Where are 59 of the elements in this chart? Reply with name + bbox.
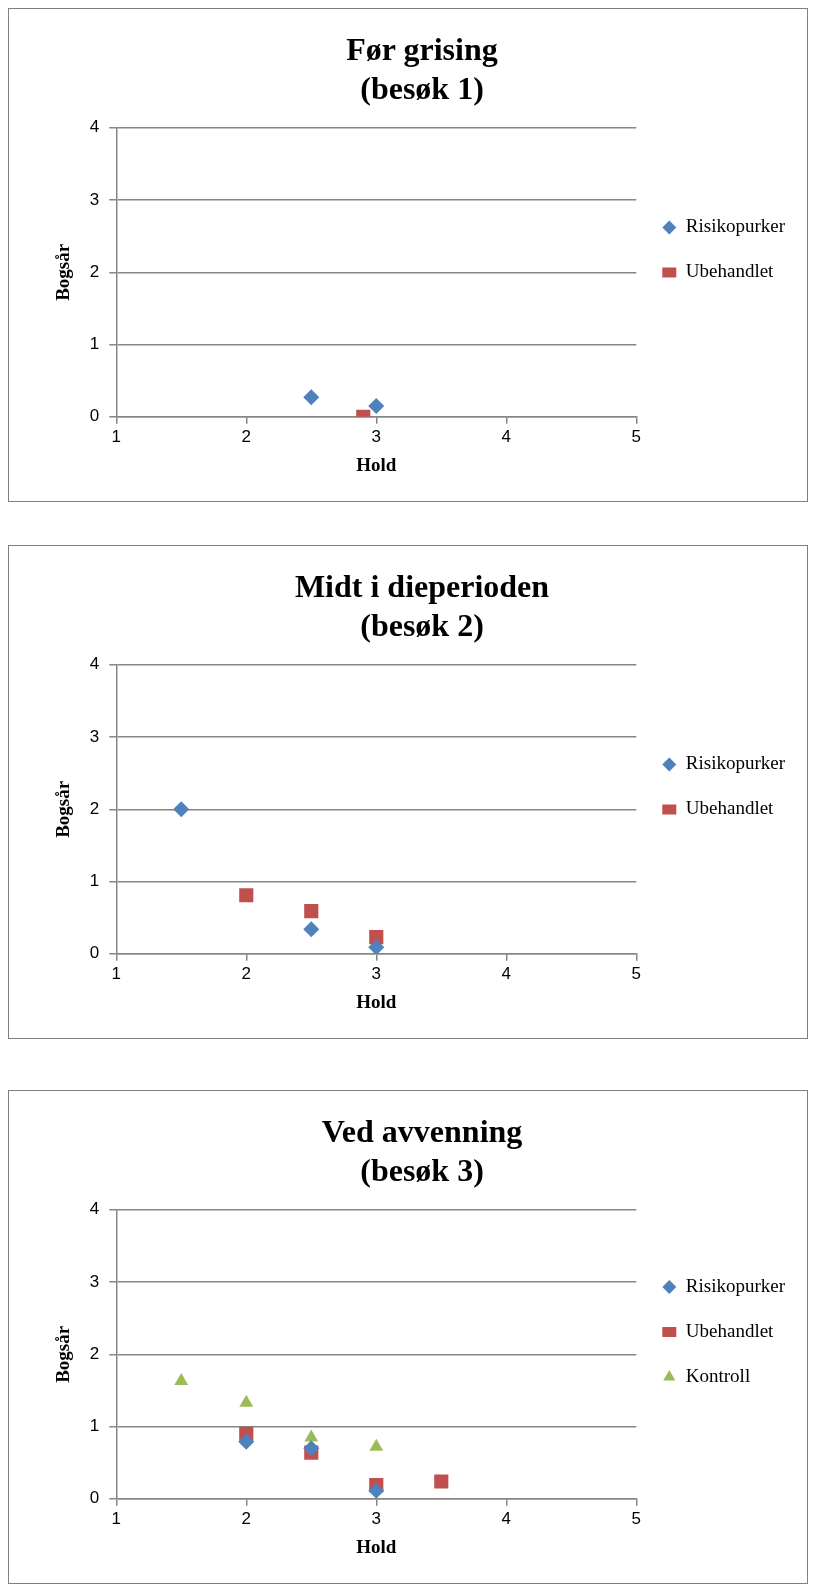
y-tick-label: 4 bbox=[89, 654, 100, 674]
point bbox=[239, 1394, 254, 1407]
y-tick-label: 3 bbox=[89, 189, 100, 209]
x-tick-label: 1 bbox=[111, 426, 121, 446]
y-tick-label: 4 bbox=[89, 1199, 100, 1219]
x-tick-label: 3 bbox=[371, 1508, 382, 1528]
x-axis-title: Hold bbox=[356, 1535, 397, 1557]
y-tick-label: 3 bbox=[89, 1271, 100, 1291]
legend-label: Ubehandlet bbox=[685, 1319, 775, 1341]
chart-title: Ved avvenning (besøk 3) bbox=[321, 1113, 523, 1188]
x-tick-label: 2 bbox=[241, 963, 251, 983]
chart-title: Før grising (besøk 1) bbox=[346, 31, 498, 106]
point bbox=[368, 939, 385, 954]
x-tick-label: 4 bbox=[501, 963, 512, 983]
point bbox=[174, 1373, 189, 1386]
x-tick-label: 2 bbox=[241, 1508, 251, 1528]
legend-label: Risikopurker bbox=[685, 215, 786, 237]
x-tick-label: 5 bbox=[631, 426, 642, 446]
y-tick-label: 4 bbox=[89, 117, 100, 137]
y-axis-title: Bogsår bbox=[52, 1325, 74, 1383]
point bbox=[173, 801, 190, 818]
point bbox=[369, 1438, 384, 1451]
point bbox=[239, 888, 254, 903]
y-tick-label: 2 bbox=[89, 798, 100, 818]
x-axis-title: Hold bbox=[356, 453, 397, 475]
x-tick-label: 5 bbox=[631, 963, 642, 983]
point bbox=[304, 904, 319, 919]
y-tick-label: 1 bbox=[89, 1416, 100, 1436]
point bbox=[304, 1429, 319, 1442]
legend-label: Kontroll bbox=[685, 1364, 751, 1386]
y-tick-label: 2 bbox=[89, 1343, 100, 1363]
y-tick-label: 0 bbox=[89, 943, 100, 963]
point bbox=[368, 1482, 385, 1499]
point bbox=[303, 921, 320, 938]
x-axis-title: Hold bbox=[356, 990, 397, 1012]
chart-title: Midt i dieperioden (besøk 2) bbox=[294, 568, 550, 643]
y-tick-label: 2 bbox=[89, 261, 100, 281]
x-tick-label: 3 bbox=[371, 963, 382, 983]
legend-label: Ubehandlet bbox=[685, 260, 775, 282]
x-tick-label: 4 bbox=[501, 426, 512, 446]
y-tick-label: 3 bbox=[89, 726, 100, 746]
x-tick-label: 3 bbox=[371, 426, 382, 446]
y-tick-label: 0 bbox=[89, 406, 100, 426]
x-tick-label: 1 bbox=[111, 1508, 121, 1528]
y-tick-label: 1 bbox=[89, 334, 100, 354]
x-tick-label: 1 bbox=[111, 963, 121, 983]
y-axis-title: Bogsår bbox=[52, 780, 74, 838]
legend-label: Ubehandlet bbox=[685, 797, 775, 819]
x-tick-label: 5 bbox=[631, 1508, 642, 1528]
y-axis-title: Bogsår bbox=[52, 243, 74, 301]
y-tick-label: 1 bbox=[89, 871, 100, 891]
y-tick-label: 0 bbox=[89, 1488, 100, 1508]
point bbox=[238, 1433, 255, 1450]
point bbox=[434, 1474, 449, 1489]
point bbox=[303, 1440, 320, 1457]
x-tick-label: 4 bbox=[501, 1508, 512, 1528]
legend-label: Risikopurker bbox=[685, 1274, 786, 1296]
x-tick-label: 2 bbox=[241, 426, 251, 446]
legend-label: Risikopurker bbox=[685, 752, 786, 774]
